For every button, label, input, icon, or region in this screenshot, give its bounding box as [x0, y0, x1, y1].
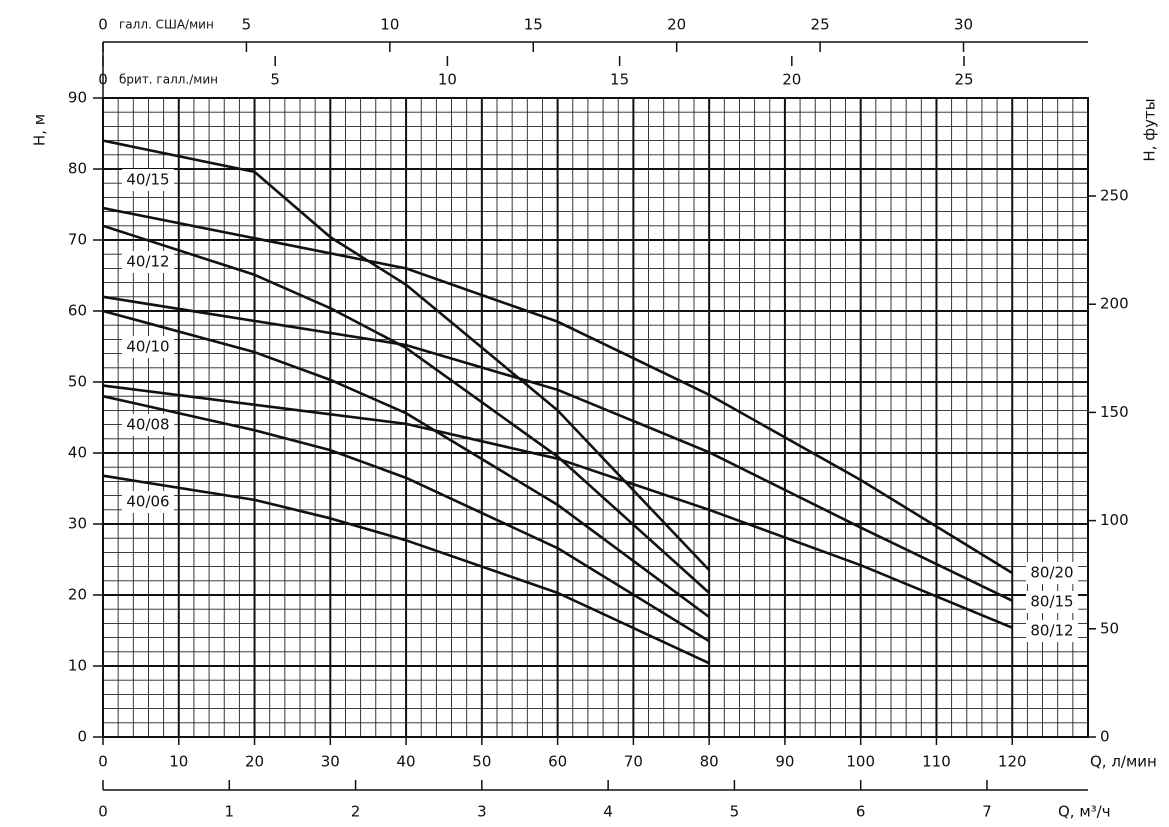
secondary-tick-label: 5 [730, 803, 740, 821]
x-tick-label: 90 [775, 753, 794, 771]
y-tick-label: 40 [68, 444, 87, 462]
series-label: 80/15 [1030, 593, 1073, 611]
secondary-tick-label: 10 [380, 16, 399, 34]
series-line [102, 394, 710, 643]
series-label: 80/20 [1030, 564, 1073, 582]
label-box [122, 414, 174, 436]
x-tick-label: 30 [321, 753, 340, 771]
series-label: 40/06 [126, 493, 169, 511]
series-label: 80/12 [1030, 622, 1073, 640]
secondary-tick-label: 6 [856, 803, 866, 821]
label-box [122, 251, 174, 273]
plot-frame [102, 97, 1089, 738]
y2-tick-label: 150 [1100, 403, 1129, 421]
secondary-tick-label: 3 [477, 803, 487, 821]
x-tick-label: 0 [98, 753, 108, 771]
x-tick-label: 10 [169, 753, 188, 771]
x-tick-label: 80 [700, 753, 719, 771]
secondary-tick-label: 0 [98, 16, 108, 34]
y-tick-label: 0 [77, 728, 87, 746]
secondary-tick-label: 2 [351, 803, 361, 821]
x-tick-label: 120 [998, 753, 1027, 771]
series-line [102, 295, 1013, 602]
series-line [102, 309, 710, 619]
secondary-tick-label: 5 [270, 71, 280, 89]
label-box [122, 336, 174, 358]
x-tick-label: 70 [624, 753, 643, 771]
x-tick-label: 50 [472, 753, 491, 771]
secondary-tick-label: 20 [782, 71, 801, 89]
secondary-axis-title: брит. галл./мин [119, 73, 218, 87]
x-axis-title: Q, л/мин [1090, 753, 1157, 771]
secondary-tick-label: 30 [954, 16, 973, 34]
x-tick-label: 110 [922, 753, 951, 771]
y-tick-label: 30 [68, 515, 87, 533]
series-label: 40/08 [126, 416, 169, 434]
y2-tick-label: 200 [1100, 295, 1129, 313]
y2-tick-label: 250 [1100, 187, 1129, 205]
label-box [1026, 562, 1078, 584]
y-tick-label: 90 [68, 89, 87, 107]
y2-axis-title: H, футы [1141, 98, 1159, 161]
label-box [1026, 620, 1078, 642]
secondary-tick-label: 25 [811, 16, 830, 34]
secondary-tick-label: 15 [524, 16, 543, 34]
x-tick-label: 40 [397, 753, 416, 771]
secondary-tick-label: 20 [667, 16, 686, 34]
series-line [102, 206, 1013, 575]
secondary-tick-label: 5 [242, 16, 252, 34]
y2-tick-label: 50 [1100, 619, 1119, 637]
y-tick-label: 70 [68, 231, 87, 249]
secondary-axis-title: Q, м³/ч [1058, 803, 1111, 821]
y-tick-label: 60 [68, 302, 87, 320]
secondary-tick-label: 1 [225, 803, 235, 821]
y-tick-label: 10 [68, 657, 87, 675]
label-box [1026, 591, 1078, 613]
y2-tick-label: 0 [1100, 728, 1110, 746]
y-tick-label: 50 [68, 373, 87, 391]
series-label: 40/10 [126, 338, 169, 356]
secondary-tick-label: 0 [98, 803, 108, 821]
y-tick-label: 80 [68, 160, 87, 178]
series-label: 40/15 [126, 171, 169, 189]
y2-tick-label: 100 [1100, 511, 1129, 529]
y-axis-title: H, м [31, 114, 49, 146]
secondary-tick-label: 4 [603, 803, 613, 821]
label-box [122, 491, 174, 513]
x-tick-label: 20 [245, 753, 264, 771]
secondary-tick-label: 0 [98, 71, 108, 89]
secondary-tick-label: 25 [954, 71, 973, 89]
series-label: 40/12 [126, 253, 169, 271]
secondary-tick-label: 15 [610, 71, 629, 89]
x-tick-label: 100 [846, 753, 875, 771]
secondary-tick-label: 10 [438, 71, 457, 89]
x-tick-label: 60 [548, 753, 567, 771]
y-tick-label: 20 [68, 586, 87, 604]
secondary-tick-label: 7 [982, 803, 992, 821]
series-line [102, 384, 1013, 629]
label-box [122, 169, 174, 191]
series-line [102, 224, 711, 594]
secondary-axis-title: галл. США/мин [119, 18, 214, 32]
series-line [102, 474, 710, 665]
